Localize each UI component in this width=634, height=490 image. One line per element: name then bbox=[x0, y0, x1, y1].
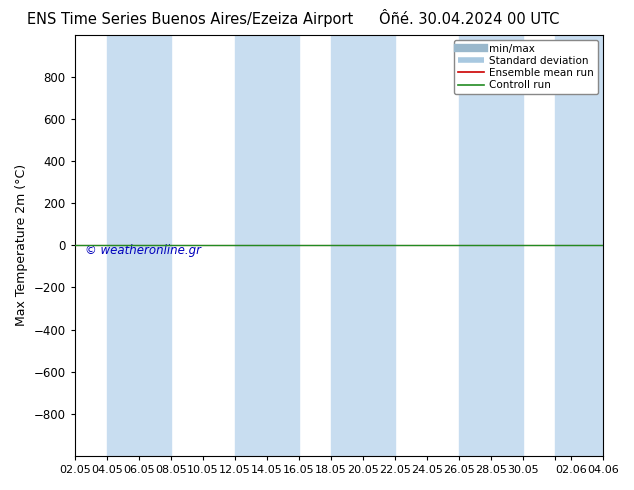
Bar bbox=[235, 35, 299, 456]
Text: © weatheronline.gr: © weatheronline.gr bbox=[86, 245, 201, 257]
Bar bbox=[331, 35, 395, 456]
Bar bbox=[459, 35, 523, 456]
Bar bbox=[107, 35, 171, 456]
Legend: min/max, Standard deviation, Ensemble mean run, Controll run: min/max, Standard deviation, Ensemble me… bbox=[453, 40, 598, 95]
Bar bbox=[555, 35, 603, 456]
Y-axis label: Max Temperature 2m (°C): Max Temperature 2m (°C) bbox=[15, 164, 28, 326]
Text: Ôñé. 30.04.2024 00 UTC: Ôñé. 30.04.2024 00 UTC bbox=[379, 12, 559, 27]
Text: ENS Time Series Buenos Aires/Ezeiza Airport: ENS Time Series Buenos Aires/Ezeiza Airp… bbox=[27, 12, 353, 27]
